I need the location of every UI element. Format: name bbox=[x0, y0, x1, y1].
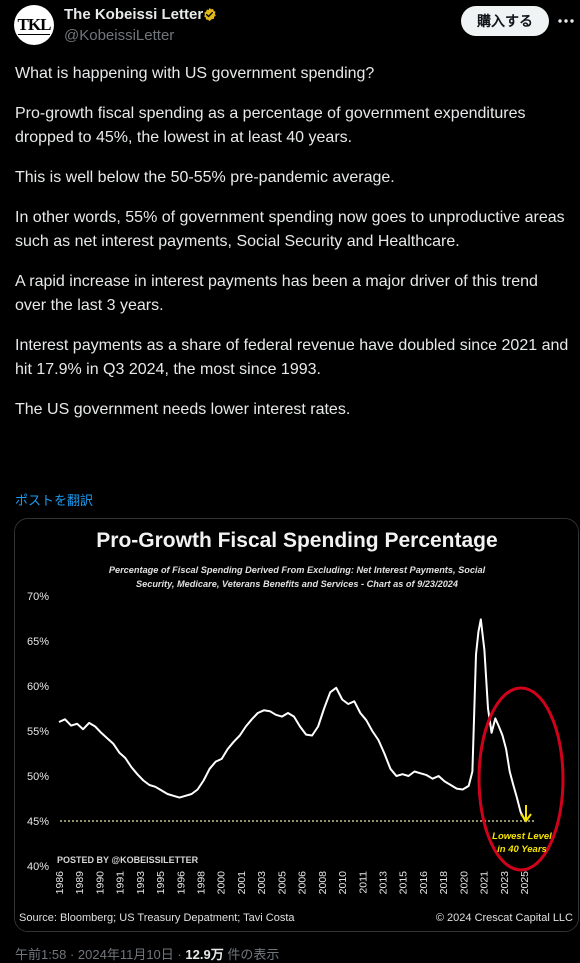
post-meta: 午前1:58 · 2024年11月10日 · 12.9万 件の表示 bbox=[15, 944, 279, 963]
y-tick-label: 65% bbox=[27, 636, 49, 648]
chart-copyright: © 2024 Crescat Capital LLC bbox=[436, 912, 573, 924]
chart-subtitle-line2: Security, Medicare, Veterans Benefits an… bbox=[136, 579, 458, 589]
translate-link[interactable]: ポストを翻訳 bbox=[15, 493, 94, 508]
chart-subtitle-line1: Percentage of Fiscal Spending Derived Fr… bbox=[109, 565, 486, 575]
post-media-chart[interactable]: Pro-Growth Fiscal Spending Percentage Pe… bbox=[14, 518, 579, 932]
y-tick-label: 40% bbox=[27, 861, 49, 873]
meta-separator: · bbox=[69, 947, 75, 962]
x-tick-label: 2010 bbox=[337, 871, 349, 895]
chart-title: Pro-Growth Fiscal Spending Percentage bbox=[96, 529, 497, 552]
post-paragraph: This is well below the 50-55% pre-pandem… bbox=[15, 169, 395, 186]
post-paragraph: A rapid increase in interest payments ha… bbox=[15, 273, 538, 314]
view-count-label: 件の表示 bbox=[227, 947, 280, 962]
x-tick-label: 2023 bbox=[499, 871, 511, 895]
x-tick-label: 1989 bbox=[74, 871, 86, 895]
x-tick-label: 2011 bbox=[357, 871, 369, 894]
post-paragraph: What is happening with US government spe… bbox=[15, 65, 375, 82]
x-tick-label: 2008 bbox=[317, 871, 329, 895]
post-header: TKL The Kobeissi Letter @KobeissiLetter … bbox=[0, 0, 580, 52]
x-tick-label: 1990 bbox=[94, 871, 106, 895]
avatar-logo-text: TKL bbox=[17, 14, 51, 35]
x-tick-label: 2013 bbox=[377, 871, 389, 895]
meta-separator: · bbox=[177, 947, 182, 962]
annotation-line1: Lowest Level bbox=[492, 831, 552, 842]
x-tick-label: 2000 bbox=[216, 871, 228, 895]
x-tick-label: 2025 bbox=[519, 871, 531, 895]
x-tick-label: 2016 bbox=[418, 871, 430, 895]
x-tick-label: 2015 bbox=[398, 871, 410, 895]
y-tick-label: 60% bbox=[27, 681, 49, 693]
avatar[interactable]: TKL bbox=[14, 5, 54, 45]
line-chart: Pro-Growth Fiscal Spending Percentage Pe… bbox=[15, 519, 578, 931]
y-tick-label: 55% bbox=[27, 726, 49, 738]
x-tick-label: 2006 bbox=[297, 871, 309, 895]
x-tick-label: 2005 bbox=[276, 871, 288, 895]
chart-background bbox=[15, 519, 578, 931]
post-paragraph: The US government needs lower interest r… bbox=[15, 401, 351, 418]
x-tick-label: 2021 bbox=[479, 871, 491, 895]
user-handle[interactable]: @KobeissiLetter bbox=[64, 27, 175, 44]
series-line bbox=[58, 618, 527, 822]
post-date[interactable]: 2024年11月10日 bbox=[77, 947, 174, 962]
post-paragraph: Pro-growth fiscal spending as a percenta… bbox=[15, 105, 526, 146]
x-tick-label: 2003 bbox=[256, 871, 268, 895]
verified-badge-icon bbox=[204, 7, 216, 22]
x-tick-label: 1991 bbox=[115, 871, 127, 895]
post-time[interactable]: 午前1:58 bbox=[15, 947, 67, 962]
x-tick-label: 1996 bbox=[175, 871, 187, 895]
x-tick-label: 1995 bbox=[155, 871, 167, 895]
post-text: What is happening with US government spe… bbox=[15, 62, 570, 438]
post-paragraph: Interest payments as a share of federal … bbox=[15, 337, 569, 378]
x-tick-label: 2020 bbox=[458, 871, 470, 895]
view-count: 12.9万 bbox=[185, 947, 224, 962]
x-tick-label: 1993 bbox=[135, 871, 147, 895]
post-paragraph: In other words, 55% of government spendi… bbox=[15, 209, 565, 250]
y-tick-label: 70% bbox=[27, 591, 49, 603]
more-dots-icon[interactable] bbox=[556, 12, 576, 30]
posted-by-label: POSTED BY @KOBEISSILETTER bbox=[57, 855, 199, 865]
buy-button[interactable]: 購入する bbox=[461, 6, 549, 36]
x-tick-label: 1986 bbox=[54, 871, 66, 895]
chart-source: Source: Bloomberg; US Treasury Depatment… bbox=[19, 912, 295, 924]
y-tick-label: 50% bbox=[27, 771, 49, 783]
y-tick-label: 45% bbox=[27, 816, 49, 828]
highlight-ellipse bbox=[477, 686, 565, 872]
annotation-line2: in 40 Years bbox=[497, 844, 547, 855]
x-tick-label: 2018 bbox=[438, 871, 450, 895]
down-arrow-icon bbox=[520, 805, 532, 823]
x-tick-label: 1998 bbox=[196, 871, 208, 895]
x-tick-label: 2001 bbox=[236, 871, 248, 895]
display-name[interactable]: The Kobeissi Letter bbox=[64, 6, 204, 23]
